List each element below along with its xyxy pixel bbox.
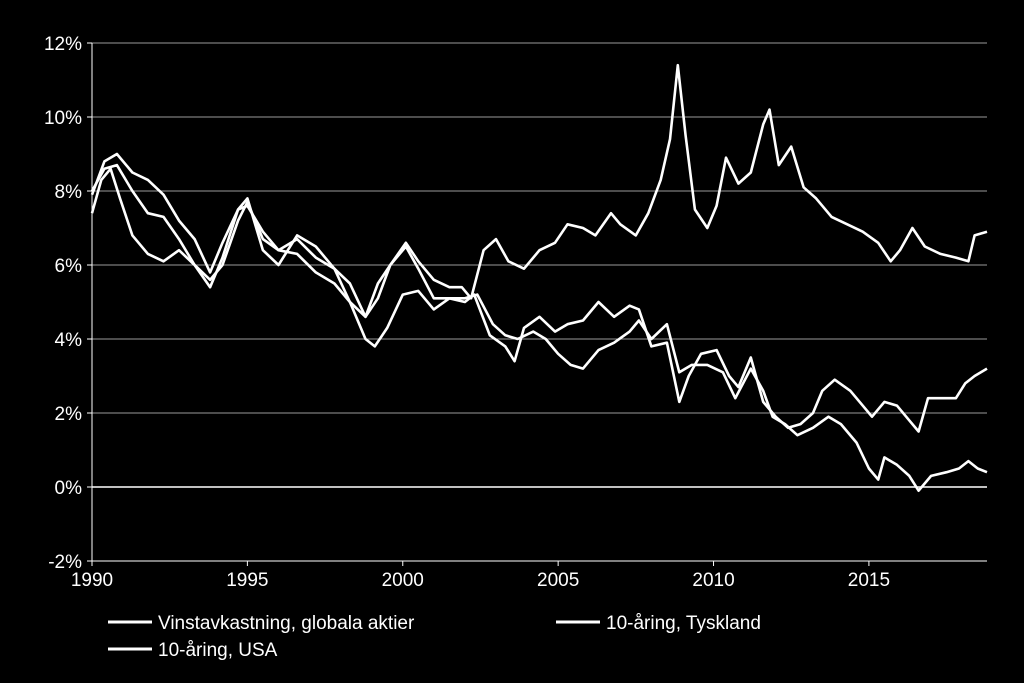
x-tick-label: 1990 bbox=[71, 570, 113, 591]
x-tick-label: 2005 bbox=[537, 570, 579, 591]
x-tick-label: 1995 bbox=[226, 570, 268, 591]
legend: Vinstavkastning, globala aktier 10-åring,… bbox=[108, 613, 761, 661]
series-line-1 bbox=[90, 63, 988, 319]
series-line-3 bbox=[90, 163, 988, 433]
series-line-2 bbox=[90, 152, 988, 492]
y-tick-label: 12% bbox=[44, 34, 82, 55]
legend-label: 10-åring, Tyskland bbox=[606, 613, 761, 634]
y-tick-label: 2% bbox=[55, 404, 83, 425]
y-tick-label: 10% bbox=[44, 108, 82, 129]
x-tick-label: 2000 bbox=[382, 570, 424, 591]
x-tick-label: 2015 bbox=[848, 570, 890, 591]
data-series bbox=[90, 63, 988, 492]
x-tick-label: 2010 bbox=[692, 570, 734, 591]
y-tick-label: 4% bbox=[55, 330, 83, 351]
y-tick-label: -2% bbox=[48, 552, 82, 573]
legend-label: Vinstavkastning, globala aktier bbox=[158, 613, 415, 634]
axes: -2% 0% 2% 4% 6% 8% 10% 12% 1990 1995 2000 2005 2010 2… bbox=[44, 34, 987, 591]
y-tick-label: 8% bbox=[55, 182, 83, 203]
y-tick-label: 0% bbox=[55, 478, 83, 499]
y-tick-label: 6% bbox=[55, 256, 83, 277]
legend-label: 10-åring, USA bbox=[158, 640, 278, 661]
